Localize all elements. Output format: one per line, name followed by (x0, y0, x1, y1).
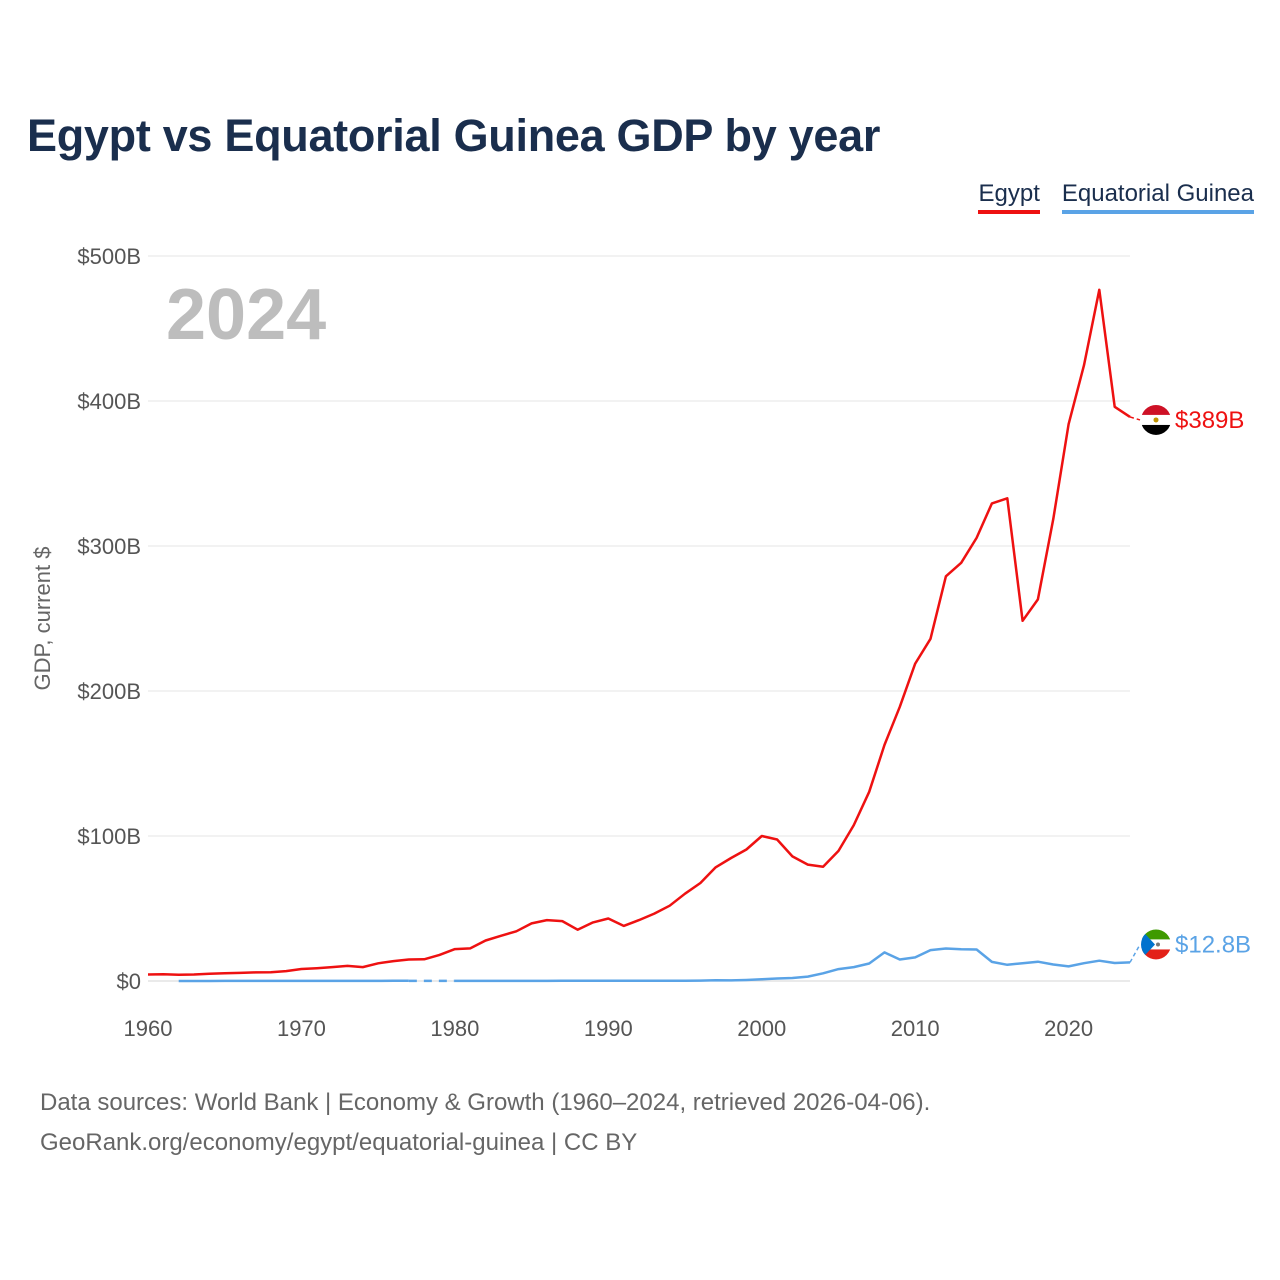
end-marker-egypt (1141, 404, 1171, 435)
x-tick-label: 1990 (584, 1016, 633, 1041)
flag-stripe (1141, 404, 1171, 415)
source-note: Data sources: World Bank | Economy & Gro… (40, 1089, 931, 1116)
x-tick-label: 1960 (124, 1016, 173, 1041)
chart-title: Egypt vs Equatorial Guinea GDP by year (27, 110, 881, 161)
y-tick-label: $500B (77, 244, 141, 269)
y-tick-label: $100B (77, 824, 141, 849)
end-marker-equatorial-guinea (1141, 929, 1171, 960)
end-value-label-egypt: $389B (1175, 407, 1244, 434)
end-value-label-equatorial-guinea: $12.8B (1175, 931, 1251, 958)
y-tick-label: $200B (77, 679, 141, 704)
source-url: GeoRank.org/economy/egypt/equatorial-gui… (40, 1129, 638, 1156)
x-tick-label: 2010 (891, 1016, 940, 1041)
legend-item-egypt[interactable]: Egypt (978, 180, 1040, 214)
flag-stripe (1141, 929, 1171, 940)
end-connector-egypt (1129, 416, 1141, 421)
flag-stripe (1141, 424, 1171, 435)
y-axis-label: GDP, current $ (30, 547, 55, 691)
flag-emblem (1153, 417, 1159, 423)
x-tick-label: 1980 (430, 1016, 479, 1041)
y-tick-label: $400B (77, 389, 141, 414)
series-line-equatorial-guinea (178, 947, 1131, 983)
legend-item-equatorial-guinea[interactable]: Equatorial Guinea (1061, 180, 1254, 214)
year-watermark: 2024 (166, 275, 326, 355)
y-tick-label: $300B (77, 534, 141, 559)
footer: Data sources: World Bank | Economy & Gro… (40, 1083, 930, 1163)
x-tick-label: 2000 (737, 1016, 786, 1041)
x-tick-label: 1970 (277, 1016, 326, 1041)
flag-emblem (1156, 942, 1160, 947)
y-tick-label: $0 (117, 969, 141, 994)
end-connector-equatorial-guinea (1129, 944, 1141, 963)
x-tick-label: 2020 (1044, 1016, 1093, 1041)
flag-stripe (1141, 949, 1171, 960)
flag-triangle (1141, 929, 1155, 960)
series-line-egypt (147, 288, 1131, 977)
legend: Egypt Equatorial Guinea (978, 180, 1254, 214)
